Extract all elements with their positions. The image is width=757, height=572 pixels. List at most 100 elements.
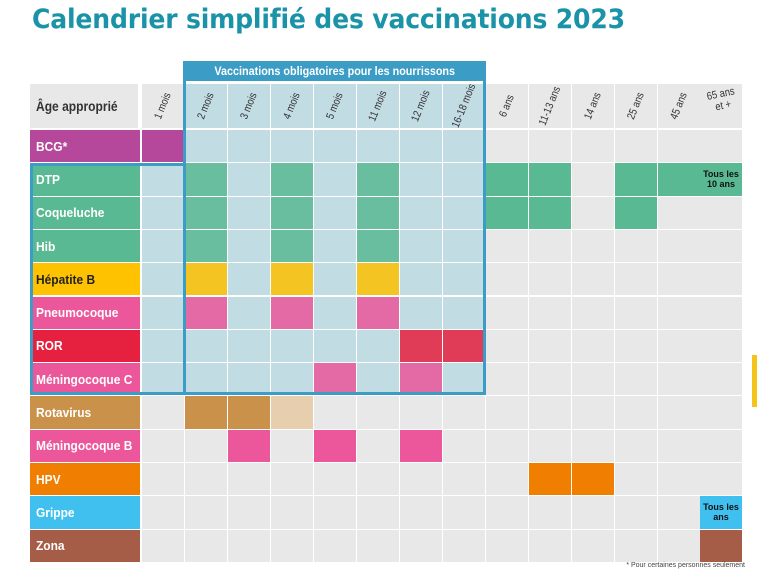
schedule-cell (443, 163, 485, 196)
footnote: * Pour certaines personnes seulement (626, 562, 745, 569)
schedule-cell (658, 229, 700, 263)
schedule-cell (314, 296, 356, 329)
schedule-cell (400, 163, 442, 196)
schedule-cell (443, 196, 485, 229)
edge-fragment (752, 355, 757, 407)
schedule-cell (314, 263, 356, 296)
schedule-cell (700, 429, 742, 462)
age-header-cell (658, 84, 700, 128)
scheduled-dose-cell (185, 396, 227, 429)
scheduled-dose-cell (658, 163, 700, 196)
schedule-cell (400, 396, 442, 429)
schedule-cell (529, 396, 571, 429)
schedule-cell (228, 463, 270, 496)
schedule-cell (615, 130, 657, 163)
scheduled-dose-cell (357, 229, 399, 263)
schedule-cell (486, 296, 528, 329)
schedule-cell (357, 396, 399, 429)
scheduled-dose-cell (185, 163, 227, 196)
age-column-header: Âge approprié (30, 84, 138, 128)
vaccine-label: Zona (30, 529, 140, 562)
schedule-cell (400, 196, 442, 229)
vaccine-label: Grippe (30, 496, 140, 529)
schedule-cell (529, 130, 571, 163)
schedule-cell (142, 363, 184, 396)
schedule-cell (529, 429, 571, 462)
schedule-cell (271, 429, 313, 462)
scheduled-dose-cell (271, 263, 313, 296)
vaccine-label: DTP (30, 163, 140, 196)
schedule-cell (443, 363, 485, 396)
scheduled-dose-cell (400, 363, 442, 396)
schedule-cell (271, 496, 313, 529)
schedule-cell (529, 329, 571, 363)
schedule-cell (486, 463, 528, 496)
schedule-cell (443, 496, 485, 529)
vaccine-label: Pneumocoque (30, 296, 140, 329)
scheduled-dose-cell (529, 196, 571, 229)
schedule-cell (400, 130, 442, 163)
schedule-cell (314, 196, 356, 229)
schedule-cell (572, 496, 614, 529)
schedule-cell (443, 429, 485, 462)
schedule-cell (314, 463, 356, 496)
age-header-cell (400, 84, 442, 128)
schedule-cell (185, 130, 227, 163)
schedule-cell (700, 229, 742, 263)
scheduled-dose-cell (615, 163, 657, 196)
schedule-cell (142, 529, 184, 562)
schedule-cell (443, 529, 485, 562)
schedule-cell (400, 229, 442, 263)
scheduled-dose-cell (271, 296, 313, 329)
age-header-cell (185, 84, 227, 128)
schedule-cell (400, 263, 442, 296)
schedule-cell (615, 463, 657, 496)
age-header-cell (529, 84, 571, 128)
age-header-cell (142, 84, 184, 128)
age-header-cell (615, 84, 657, 128)
schedule-cell (142, 429, 184, 462)
schedule-cell (185, 329, 227, 363)
scheduled-dose-cell (185, 196, 227, 229)
schedule-cell (572, 529, 614, 562)
schedule-cell (142, 396, 184, 429)
scheduled-dose-cell (700, 529, 742, 562)
schedule-cell (529, 496, 571, 529)
schedule-cell (486, 396, 528, 429)
scheduled-dose-cell (615, 196, 657, 229)
schedule-cell (357, 529, 399, 562)
vaccine-label: Coqueluche (30, 196, 140, 229)
scheduled-dose-cell (700, 163, 742, 196)
schedule-cell (314, 329, 356, 363)
scheduled-dose-cell (486, 196, 528, 229)
schedule-cell (615, 529, 657, 562)
schedule-cell (615, 329, 657, 363)
schedule-cell (142, 229, 184, 263)
schedule-cell (228, 496, 270, 529)
schedule-cell (271, 130, 313, 163)
schedule-cell (228, 329, 270, 363)
schedule-cell (700, 296, 742, 329)
scheduled-dose-cell (185, 263, 227, 296)
schedule-cell (572, 296, 614, 329)
schedule-cell (314, 163, 356, 196)
schedule-cell (486, 263, 528, 296)
schedule-cell (572, 229, 614, 263)
schedule-cell (185, 363, 227, 396)
schedule-cell (486, 363, 528, 396)
vaccine-label: ROR (30, 329, 140, 363)
schedule-cell (486, 130, 528, 163)
schedule-cell (700, 130, 742, 163)
schedule-cell (400, 463, 442, 496)
schedule-cell (314, 229, 356, 263)
schedule-cell (572, 263, 614, 296)
age-header-cell (700, 84, 742, 128)
schedule-cell (357, 463, 399, 496)
schedule-cell (357, 429, 399, 462)
schedule-cell (228, 529, 270, 562)
schedule-cell (615, 296, 657, 329)
scheduled-dose-cell (443, 329, 485, 363)
schedule-cell (615, 229, 657, 263)
schedule-cell (443, 396, 485, 429)
schedule-cell (185, 529, 227, 562)
